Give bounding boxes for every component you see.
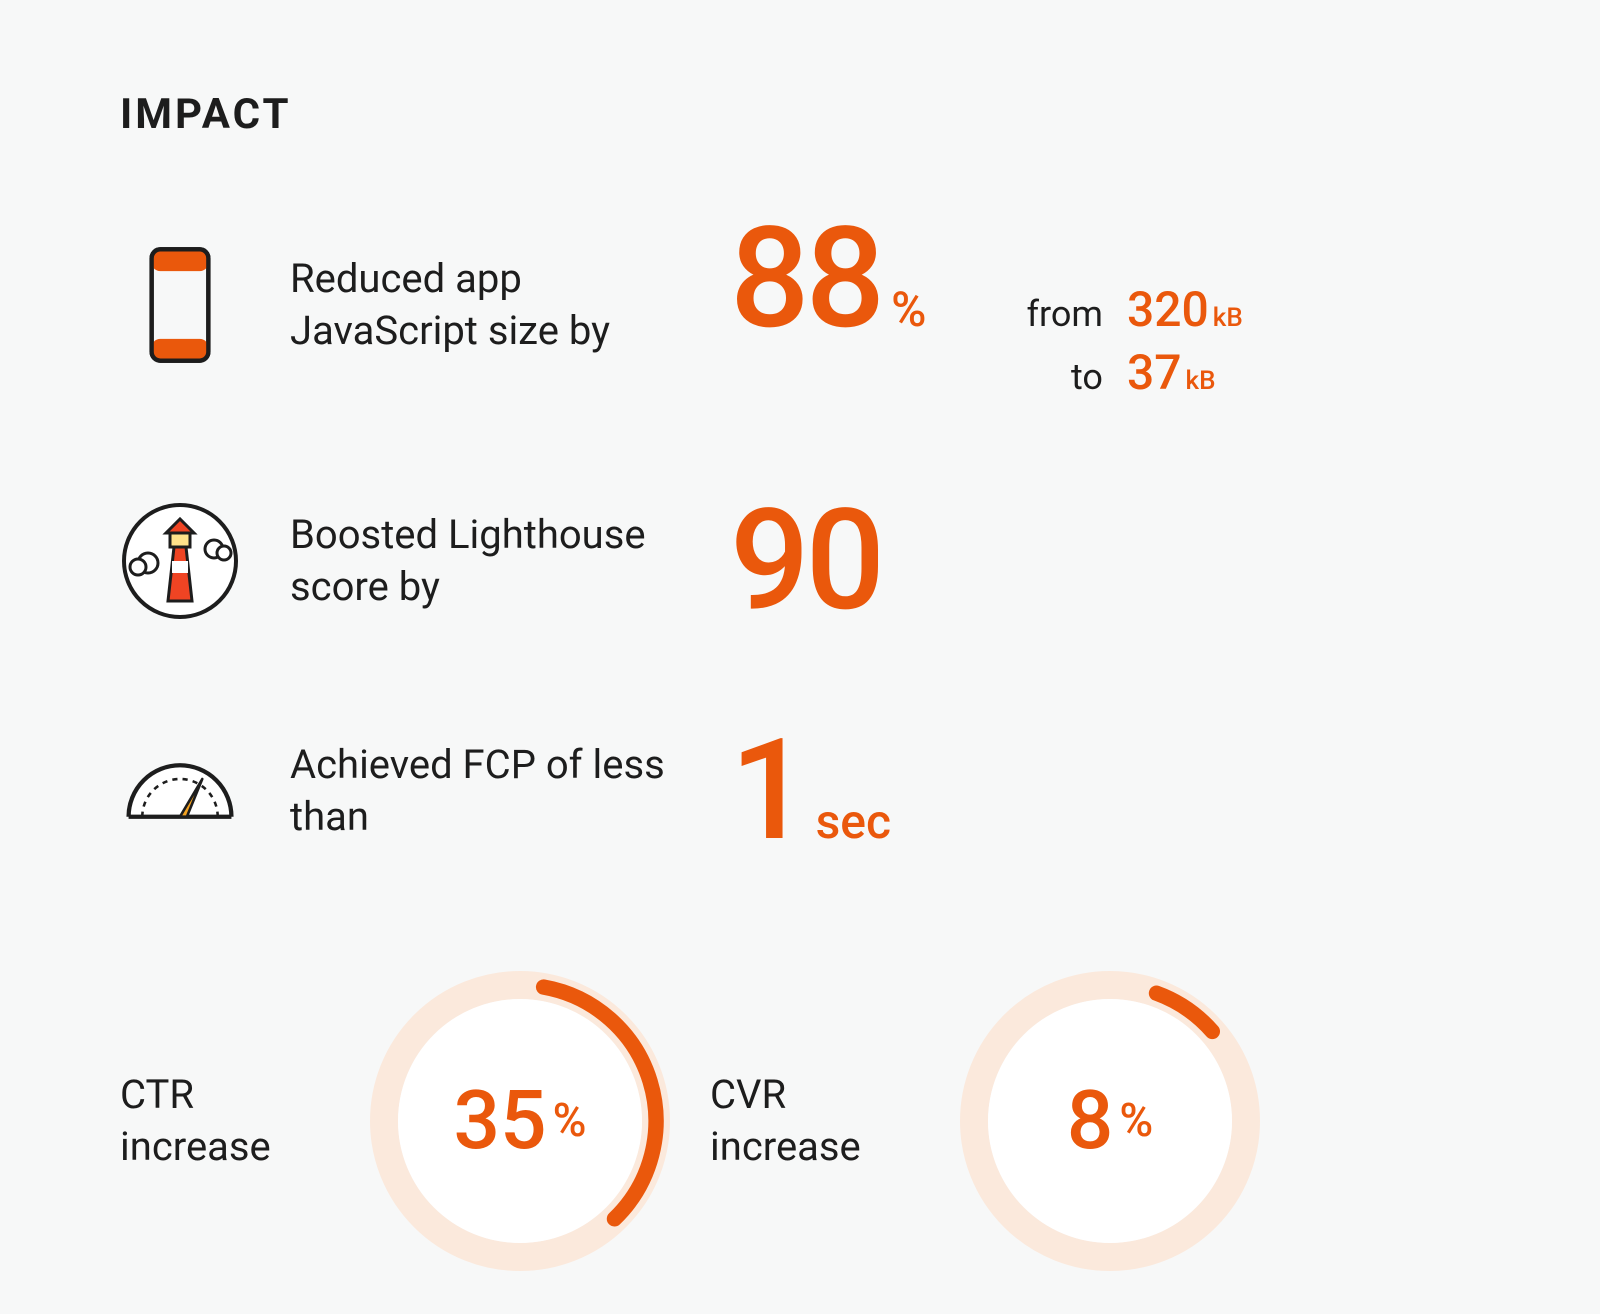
from-to: from 320kB to 37kB — [1026, 281, 1242, 401]
impact-rows: Reduced app JavaScript size by 88 % from… — [120, 209, 1480, 861]
gauge-icon — [120, 731, 240, 851]
donut-unit: % — [553, 1094, 587, 1148]
donut-chart: 8 % — [960, 971, 1260, 1271]
impact-bignum: 88 — [730, 209, 881, 349]
impact-unit: sec — [816, 793, 891, 850]
section-title: IMPACT — [120, 90, 1480, 139]
donut-cvr: CVR increase 8 % — [710, 971, 1260, 1271]
donut-unit: % — [1119, 1094, 1153, 1148]
from-label: from — [1026, 293, 1102, 335]
phone-icon — [120, 245, 240, 365]
impact-bignum: 90 — [730, 491, 881, 631]
to-unit: kB — [1186, 366, 1216, 396]
impact-desc: Achieved FCP of less than — [290, 739, 710, 843]
impact-row-js-size: Reduced app JavaScript size by 88 % from… — [120, 209, 1480, 401]
impact-row-lighthouse: Boosted Lighthouse score by 90 — [120, 491, 1480, 631]
donut-label: CTR increase — [120, 1069, 320, 1173]
impact-unit: % — [891, 281, 926, 338]
to-label: to — [1026, 356, 1102, 398]
donut-chart: 35 % — [370, 971, 670, 1271]
from-unit: kB — [1213, 303, 1243, 333]
donut-label: CVR increase — [710, 1069, 910, 1173]
impact-bignum: 1 — [730, 721, 806, 861]
impact-value: 88 % from 320kB to 37kB — [730, 209, 1480, 401]
impact-value: 90 — [730, 491, 1480, 631]
donut-ctr: CTR increase 35 % — [120, 971, 670, 1271]
to-value: 37 — [1127, 344, 1182, 401]
lighthouse-icon — [120, 501, 240, 621]
impact-desc: Boosted Lighthouse score by — [290, 509, 710, 613]
impact-row-fcp: Achieved FCP of less than 1 sec — [120, 721, 1480, 861]
donut-value: 35 — [453, 1073, 546, 1169]
donut-row: CTR increase 35 % CVR increase 8 % — [120, 971, 1480, 1271]
impact-desc: Reduced app JavaScript size by — [290, 253, 710, 357]
donut-value: 8 — [1067, 1073, 1114, 1169]
from-value: 320 — [1127, 281, 1209, 338]
impact-value: 1 sec — [730, 721, 1480, 861]
